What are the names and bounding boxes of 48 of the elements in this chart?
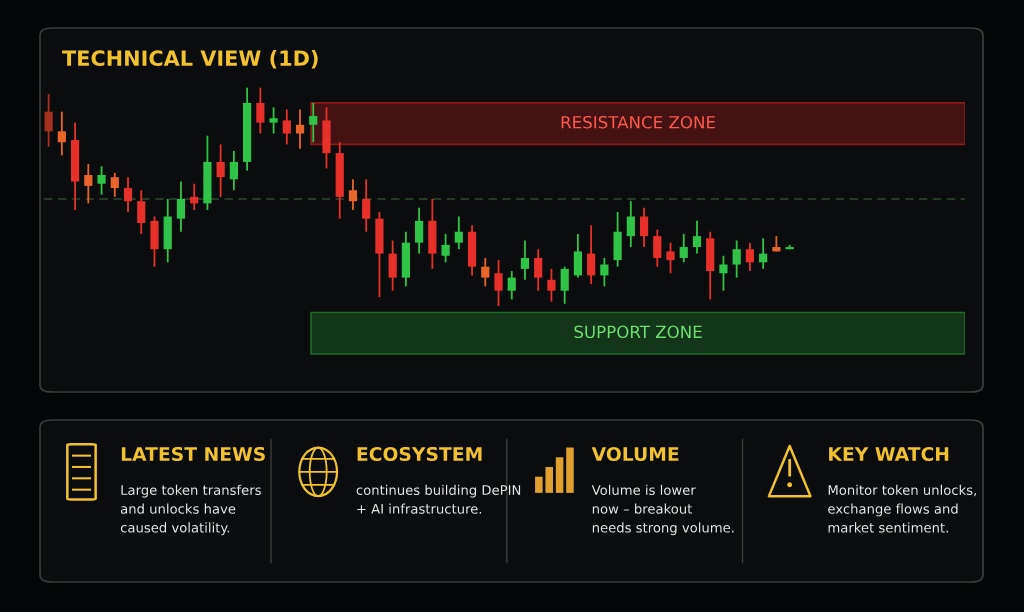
candlestick xyxy=(454,215,463,251)
candlestick xyxy=(653,228,662,268)
candlestick xyxy=(44,93,53,148)
candlestick xyxy=(110,171,119,198)
text: VOLUME xyxy=(591,446,679,462)
candlestick xyxy=(560,265,569,305)
candlestick xyxy=(732,239,741,279)
text: Large token transfers and unlocks have caused volatility. xyxy=(120,484,261,536)
candlestick xyxy=(441,233,450,264)
candlestick xyxy=(547,267,556,303)
candlestick xyxy=(123,176,133,214)
candlestick xyxy=(639,206,649,248)
candlestick xyxy=(362,178,371,233)
candlestick xyxy=(507,270,516,301)
candlestick xyxy=(494,259,503,307)
candlestick xyxy=(692,219,702,255)
candlestick xyxy=(666,241,675,275)
candlestick xyxy=(520,239,530,281)
band-label: RESISTANCE ZONE xyxy=(561,115,715,129)
candlestick xyxy=(309,102,318,144)
candlestick xyxy=(137,189,146,235)
candlestick xyxy=(679,233,688,264)
candlestick xyxy=(269,106,278,135)
candlestick xyxy=(256,86,265,135)
candlestick xyxy=(176,180,186,233)
candlestick xyxy=(229,150,238,192)
candlestick xyxy=(282,108,291,146)
candlestick xyxy=(626,200,635,248)
text: LATEST NEWS xyxy=(121,446,265,462)
text: KEY WATCH xyxy=(829,446,949,462)
candlestick xyxy=(415,206,424,255)
text: Volume is lower now – breakout needs strong volume. xyxy=(591,484,734,536)
candlestick xyxy=(348,178,358,211)
text: ECOSYSTEM xyxy=(357,446,482,462)
candlestick xyxy=(534,248,543,292)
candlestick xyxy=(97,165,106,196)
band-label: SUPPORT ZONE xyxy=(574,325,702,339)
text: Monitor token unlocks, exchange flows and market sentiment. xyxy=(828,484,976,533)
candlestick xyxy=(295,108,305,150)
candlestick xyxy=(587,224,596,286)
chart-title: TECHNICAL VIEW (1D) xyxy=(62,49,318,69)
candlestick xyxy=(719,254,728,292)
candlestick xyxy=(481,257,490,288)
candlestick xyxy=(216,143,225,198)
candlestick xyxy=(57,110,66,157)
text: continues building DePIN + AI infrastructure. xyxy=(356,484,521,514)
candlestick xyxy=(745,241,755,272)
candlestick xyxy=(84,163,93,205)
